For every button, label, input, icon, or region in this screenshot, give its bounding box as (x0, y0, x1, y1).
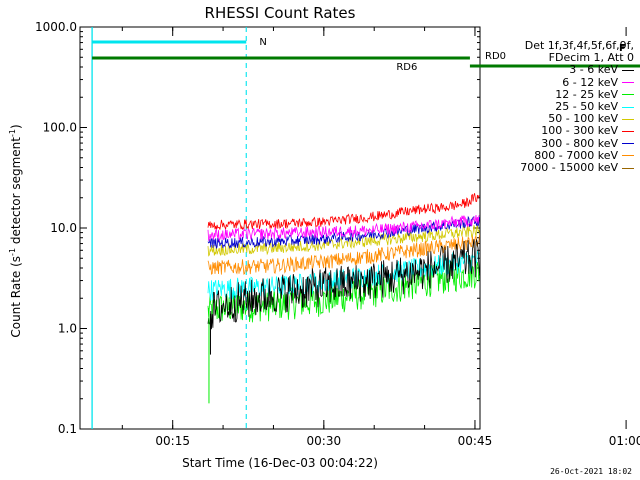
rd0-label: RD0 (485, 51, 506, 62)
chart-title: RHESSI Count Rates (205, 4, 356, 22)
legend-item: 50 - 100 keV (482, 113, 634, 125)
legend-item-label: 12 - 25 keV (555, 87, 618, 101)
legend-item-label: 3 - 6 keV (569, 63, 618, 77)
flare-label: F (619, 43, 626, 54)
y-axis-title-tail: detector segment (9, 137, 23, 248)
series-trace-s8007000 (207, 234, 480, 275)
y-tick-label: 100.0 (43, 121, 77, 135)
series-trace-s36 (207, 238, 480, 330)
legend-item: 25 - 50 keV (482, 100, 634, 114)
legend-item: 100 - 300 keV (482, 125, 634, 137)
y-tick-label: 1000.0 (35, 20, 77, 34)
night-label: N (259, 37, 266, 48)
legend-item: 6 - 12 keV (482, 75, 634, 89)
legend-item: 800 - 7000 keV (482, 148, 634, 162)
y-axis-title-sup1: -1 (8, 248, 17, 256)
series-trace-s300800 (207, 215, 480, 250)
legend-item-label: 300 - 800 keV (541, 136, 618, 150)
y-tick-label: 10.0 (50, 221, 77, 235)
legend-item-label: 25 - 50 keV (555, 100, 618, 114)
timestamp: 26-Oct-2021 18:02 (550, 467, 632, 476)
legend: Det 1f,3f,4f,5f,6f,9f, FDecim 1, Att 0 3… (482, 39, 634, 174)
legend-item-label: 6 - 12 keV (562, 75, 618, 89)
legend-rows: 3 - 6 keV 6 - 12 keV 12 - 25 keV 25 - 50 ke… (482, 64, 634, 174)
x-tick-label: 00:45 (458, 434, 493, 448)
legend-item: 12 - 25 keV (482, 87, 634, 101)
legend-item: 3 - 6 keV (482, 64, 634, 76)
y-axis-title: Count Rate (s-1 detector segment-1) (8, 124, 23, 337)
x-tick-label: 01:00 (609, 434, 640, 448)
legend-header-detectors: Det 1f,3f,4f,5f,6f,9f, (524, 39, 634, 52)
legend-item-swatch (622, 155, 634, 157)
y-tick-label: 0.1 (58, 422, 77, 436)
legend-item-label: 800 - 7000 keV (534, 148, 618, 162)
legend-item-label: 7000 - 15000 keV (520, 161, 618, 175)
legend-item-swatch (622, 106, 634, 108)
y-axis-title-sup2: -1 (8, 129, 17, 137)
series-trace-s100300 (207, 193, 480, 231)
legend-item-swatch (622, 131, 634, 133)
series-trace-s612 (207, 214, 480, 243)
legend-item-swatch (622, 70, 634, 71)
series-trace-s50100 (207, 224, 480, 257)
x-axis-title: Start Time (16-Dec-03 00:04:22) (182, 456, 378, 470)
legend-item: 300 - 800 keV (482, 136, 634, 150)
y-tick-label: 1.0 (58, 322, 77, 336)
legend-item-swatch (622, 82, 634, 84)
x-tick-label: 00:15 (155, 434, 190, 448)
y-axis-title-close: ) (9, 124, 23, 129)
legend-item-swatch (622, 143, 634, 145)
legend-item-swatch (622, 167, 634, 169)
legend-item-label: 100 - 300 keV (541, 124, 618, 138)
legend-item-swatch (622, 94, 634, 96)
y-axis-title-main: Count Rate (s (9, 256, 23, 338)
rd6-label: RD6 (396, 62, 417, 73)
legend-item-swatch (622, 118, 634, 120)
legend-item: 7000 - 15000 keV (482, 161, 634, 175)
legend-header-decimation: FDecim 1, Att 0 (548, 51, 634, 65)
x-tick-label: 00:30 (307, 434, 342, 448)
legend-item-label: 50 - 100 keV (548, 112, 618, 126)
plot-layer: 0.1 1.0 10.0 100.0 1000.0 00:15 00:30 00:45 01:0… (35, 20, 640, 448)
